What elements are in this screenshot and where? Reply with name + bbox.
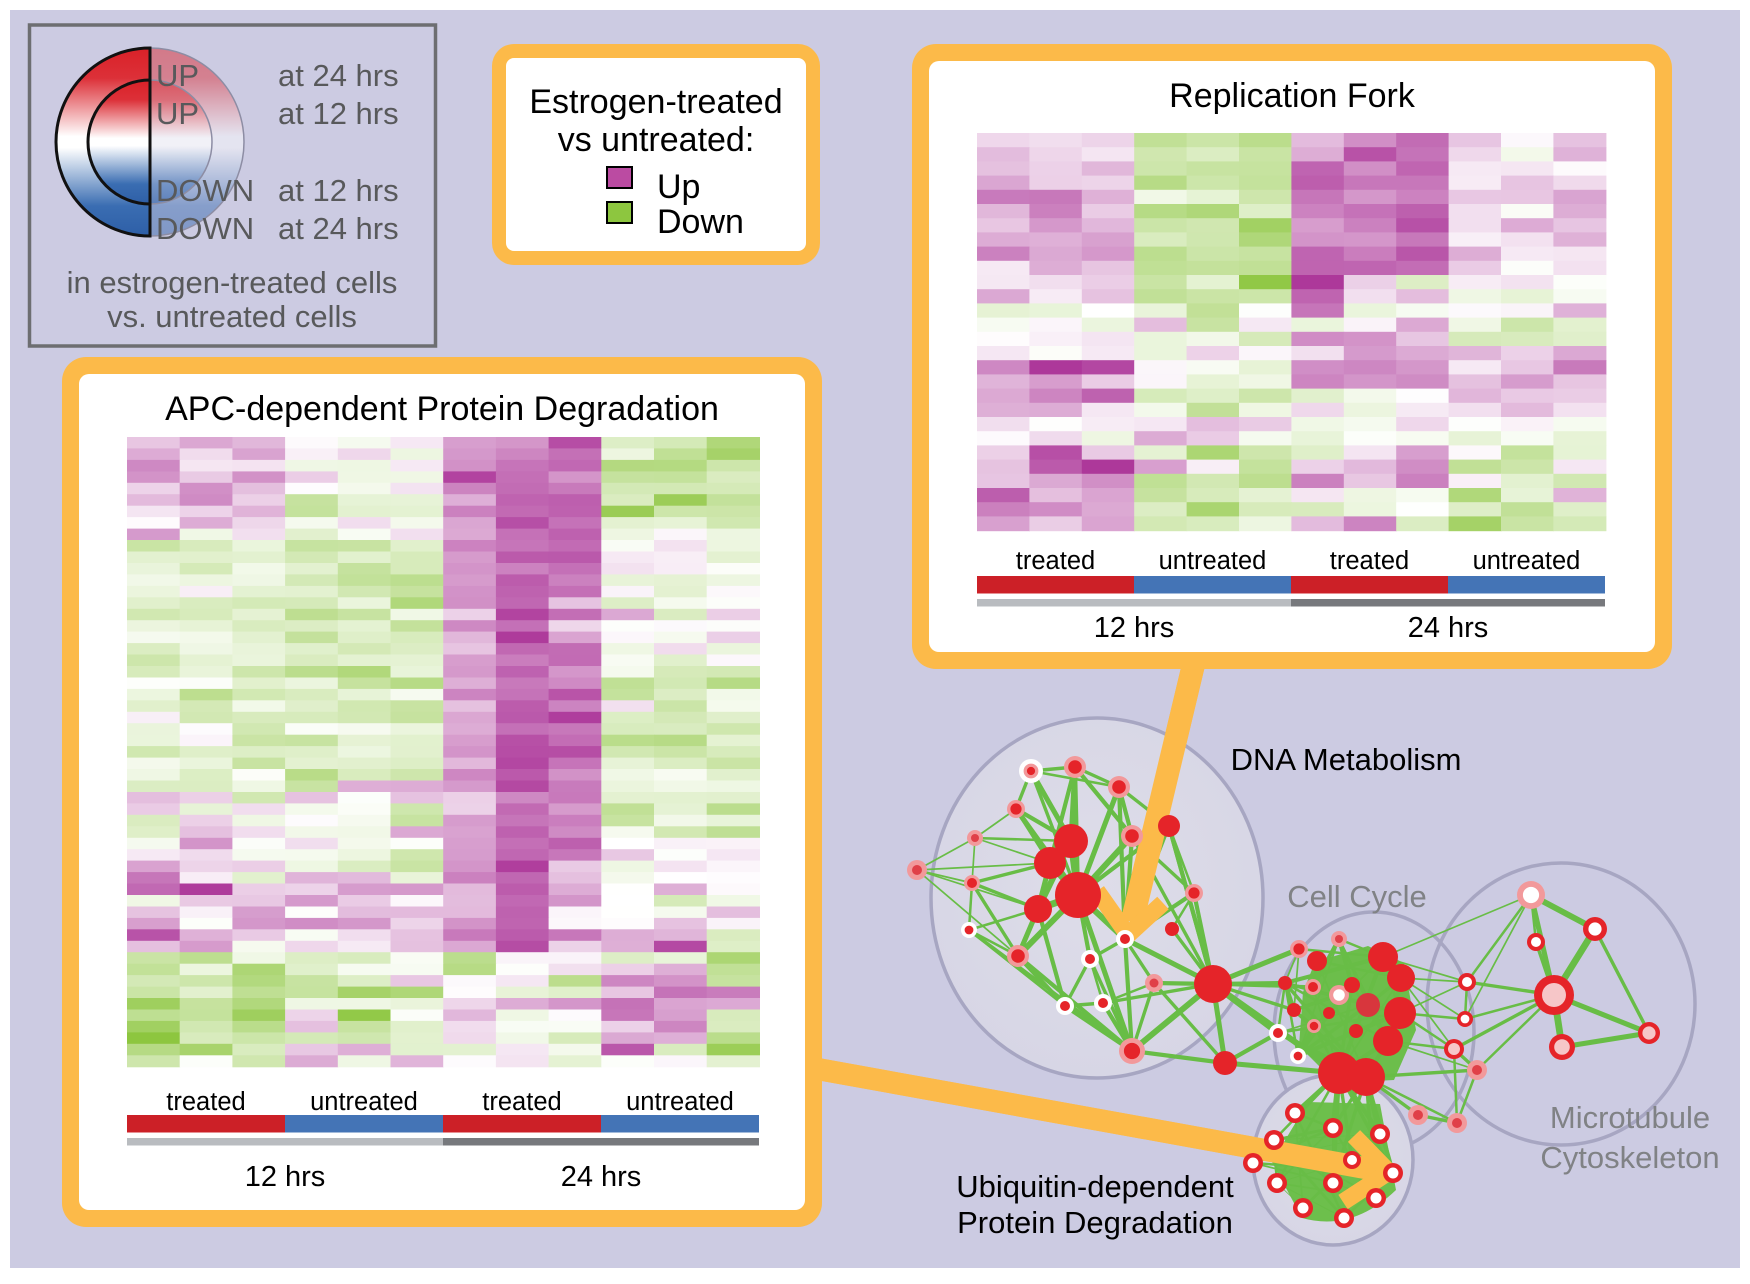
svg-text:untreated: untreated [310,1088,418,1116]
svg-text:UP: UP [156,58,199,93]
svg-text:at 12 hrs: at 12 hrs [278,173,399,208]
svg-text:DNA Metabolism: DNA Metabolism [1231,742,1462,777]
svg-text:at 24 hrs: at 24 hrs [278,211,399,246]
svg-text:vs untreated:: vs untreated: [558,121,755,159]
svg-text:12 hrs: 12 hrs [245,1161,326,1193]
svg-text:at 24 hrs: at 24 hrs [278,58,399,93]
svg-text:Down: Down [657,203,744,241]
svg-text:Up: Up [657,168,700,206]
svg-text:UP: UP [156,96,199,131]
svg-text:Protein Degradation: Protein Degradation [957,1205,1233,1240]
svg-text:treated: treated [166,1088,245,1116]
svg-text:at 12 hrs: at 12 hrs [278,96,399,131]
svg-text:Microtubule: Microtubule [1550,1100,1710,1135]
svg-text:untreated: untreated [626,1088,734,1116]
svg-text:DOWN: DOWN [156,173,254,208]
svg-text:treated: treated [482,1088,561,1116]
svg-text:Replication Fork: Replication Fork [1169,77,1416,115]
svg-text:24 hrs: 24 hrs [561,1161,642,1193]
svg-text:untreated: untreated [1159,547,1267,575]
svg-text:Cytoskeleton: Cytoskeleton [1540,1140,1719,1175]
svg-text:in estrogen-treated cells: in estrogen-treated cells [67,265,398,300]
svg-text:untreated: untreated [1473,547,1581,575]
svg-text:treated: treated [1330,547,1409,575]
svg-text:DOWN: DOWN [156,211,254,246]
svg-text:APC-dependent Protein Degradat: APC-dependent Protein Degradation [165,390,719,428]
svg-text:Ubiquitin-dependent: Ubiquitin-dependent [956,1169,1234,1204]
svg-text:Estrogen-treated: Estrogen-treated [529,83,782,121]
svg-text:treated: treated [1016,547,1095,575]
svg-text:12 hrs: 12 hrs [1094,612,1175,644]
svg-text:vs. untreated cells: vs. untreated cells [107,299,357,334]
svg-text:24 hrs: 24 hrs [1408,612,1489,644]
svg-text:Cell Cycle: Cell Cycle [1287,879,1427,914]
